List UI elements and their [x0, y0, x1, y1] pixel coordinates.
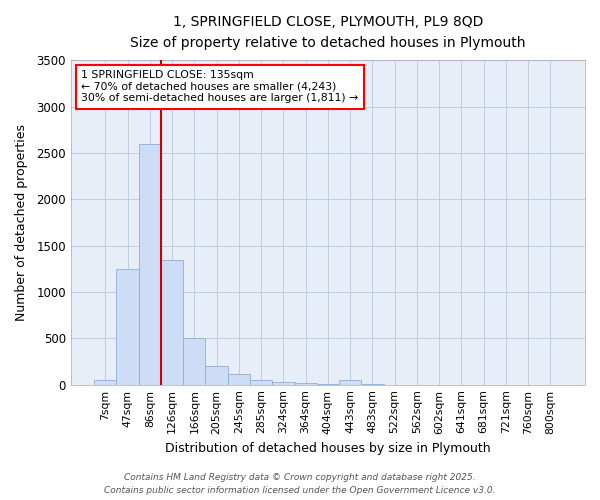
Bar — [139, 144, 161, 384]
Text: Contains HM Land Registry data © Crown copyright and database right 2025.
Contai: Contains HM Land Registry data © Crown c… — [104, 474, 496, 495]
Bar — [205, 366, 228, 384]
Bar — [116, 269, 139, 384]
Title: 1, SPRINGFIELD CLOSE, PLYMOUTH, PL9 8QD
Size of property relative to detached ho: 1, SPRINGFIELD CLOSE, PLYMOUTH, PL9 8QD … — [130, 15, 526, 50]
Bar — [272, 382, 295, 384]
Text: 1 SPRINGFIELD CLOSE: 135sqm
← 70% of detached houses are smaller (4,243)
30% of : 1 SPRINGFIELD CLOSE: 135sqm ← 70% of det… — [81, 70, 358, 103]
Bar — [161, 260, 183, 384]
Bar — [339, 380, 361, 384]
Bar — [295, 383, 317, 384]
Y-axis label: Number of detached properties: Number of detached properties — [15, 124, 28, 321]
Bar — [183, 338, 205, 384]
X-axis label: Distribution of detached houses by size in Plymouth: Distribution of detached houses by size … — [165, 442, 491, 455]
Bar — [250, 380, 272, 384]
Bar — [94, 380, 116, 384]
Bar — [228, 374, 250, 384]
